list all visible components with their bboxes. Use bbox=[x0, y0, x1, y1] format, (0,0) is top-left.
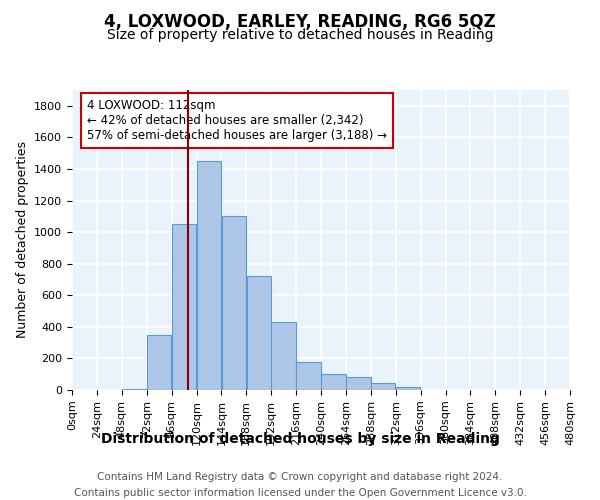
Y-axis label: Number of detached properties: Number of detached properties bbox=[16, 142, 29, 338]
Text: Distribution of detached houses by size in Reading: Distribution of detached houses by size … bbox=[101, 432, 499, 446]
Bar bbox=[172, 224, 196, 390]
Text: 4, LOXWOOD, EARLEY, READING, RG6 5QZ: 4, LOXWOOD, EARLEY, READING, RG6 5QZ bbox=[104, 12, 496, 30]
Bar bbox=[147, 334, 172, 390]
Bar bbox=[396, 387, 421, 390]
Bar bbox=[346, 378, 371, 390]
Text: 4 LOXWOOD: 112sqm
← 42% of detached houses are smaller (2,342)
57% of semi-detac: 4 LOXWOOD: 112sqm ← 42% of detached hous… bbox=[87, 99, 387, 142]
Bar bbox=[247, 276, 271, 390]
Bar bbox=[197, 161, 221, 390]
Bar bbox=[296, 362, 321, 390]
Text: Contains public sector information licensed under the Open Government Licence v3: Contains public sector information licen… bbox=[74, 488, 526, 498]
Bar bbox=[221, 216, 246, 390]
Bar bbox=[371, 383, 395, 390]
Bar bbox=[271, 322, 296, 390]
Text: Contains HM Land Registry data © Crown copyright and database right 2024.: Contains HM Land Registry data © Crown c… bbox=[97, 472, 503, 482]
Bar bbox=[122, 389, 146, 390]
Text: Size of property relative to detached houses in Reading: Size of property relative to detached ho… bbox=[107, 28, 493, 42]
Bar bbox=[321, 374, 346, 390]
